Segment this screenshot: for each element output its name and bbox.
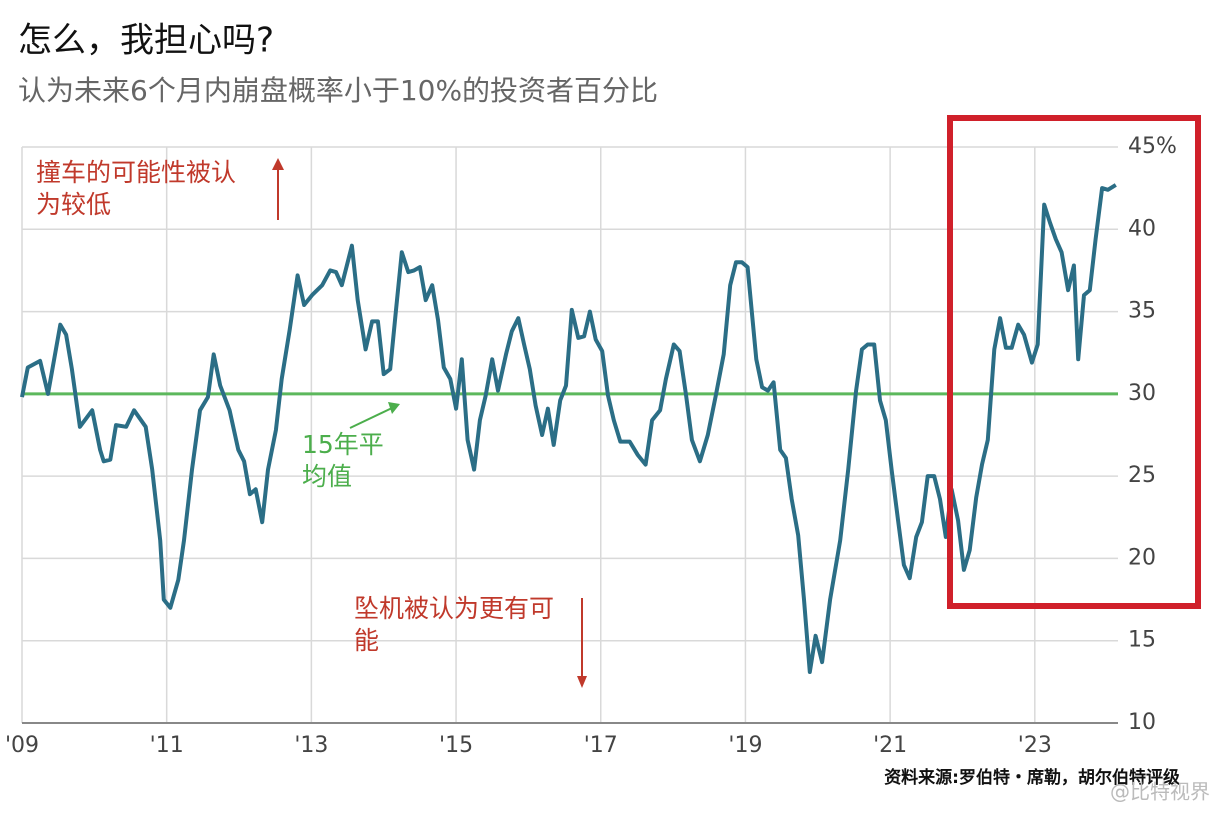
annotation: 为较低 — [36, 190, 111, 219]
y-tick-label: 30 — [1128, 381, 1156, 406]
x-tick-label: '19 — [728, 733, 762, 758]
annotation: 能 — [354, 626, 379, 655]
y-tick-label: 40 — [1128, 216, 1156, 241]
annotation-arrow — [349, 407, 393, 429]
x-tick-label: '13 — [294, 733, 328, 758]
annotation: 均值 — [302, 462, 352, 491]
chart-title: 怎么，我担心吗? — [18, 21, 274, 61]
y-tick-label: 20 — [1128, 545, 1156, 570]
y-tick-label: 25 — [1128, 463, 1156, 488]
x-tick-label: '23 — [1018, 733, 1052, 758]
grid: 10 15 20 25 30 35 40 45% '09 '11 '13 '15 '17 '19 '21 '2… — [5, 134, 1177, 758]
arrow-head — [272, 158, 284, 170]
x-tick-label: '17 — [584, 733, 618, 758]
x-tick-label: '11 — [150, 733, 184, 758]
annotation: 15年平 — [302, 430, 384, 459]
x-tick-label: '15 — [439, 733, 473, 758]
y-tick-label: 35 — [1128, 299, 1156, 324]
y-tick-label: 45% — [1128, 134, 1177, 159]
x-tick-label: '21 — [873, 733, 907, 758]
annotation: 坠机被认为更有可 — [354, 594, 554, 623]
chart-subtitle: 认为未来6个月内崩盘概率小于10%的投资者百分比 — [18, 74, 658, 107]
highlight-box — [947, 115, 1201, 609]
watermark: @比特视界 — [1110, 780, 1210, 804]
arrow-head — [388, 402, 400, 414]
x-tick-label: '09 — [5, 733, 39, 758]
source: 资料来源:罗伯特・席勒，胡尔伯特评级 — [884, 767, 1180, 788]
annotation: 撞车的可能性被认 — [36, 158, 236, 187]
y-tick-label: 15 — [1128, 628, 1156, 653]
arrow-head — [577, 676, 587, 688]
y-tick-label: 10 — [1128, 710, 1156, 735]
